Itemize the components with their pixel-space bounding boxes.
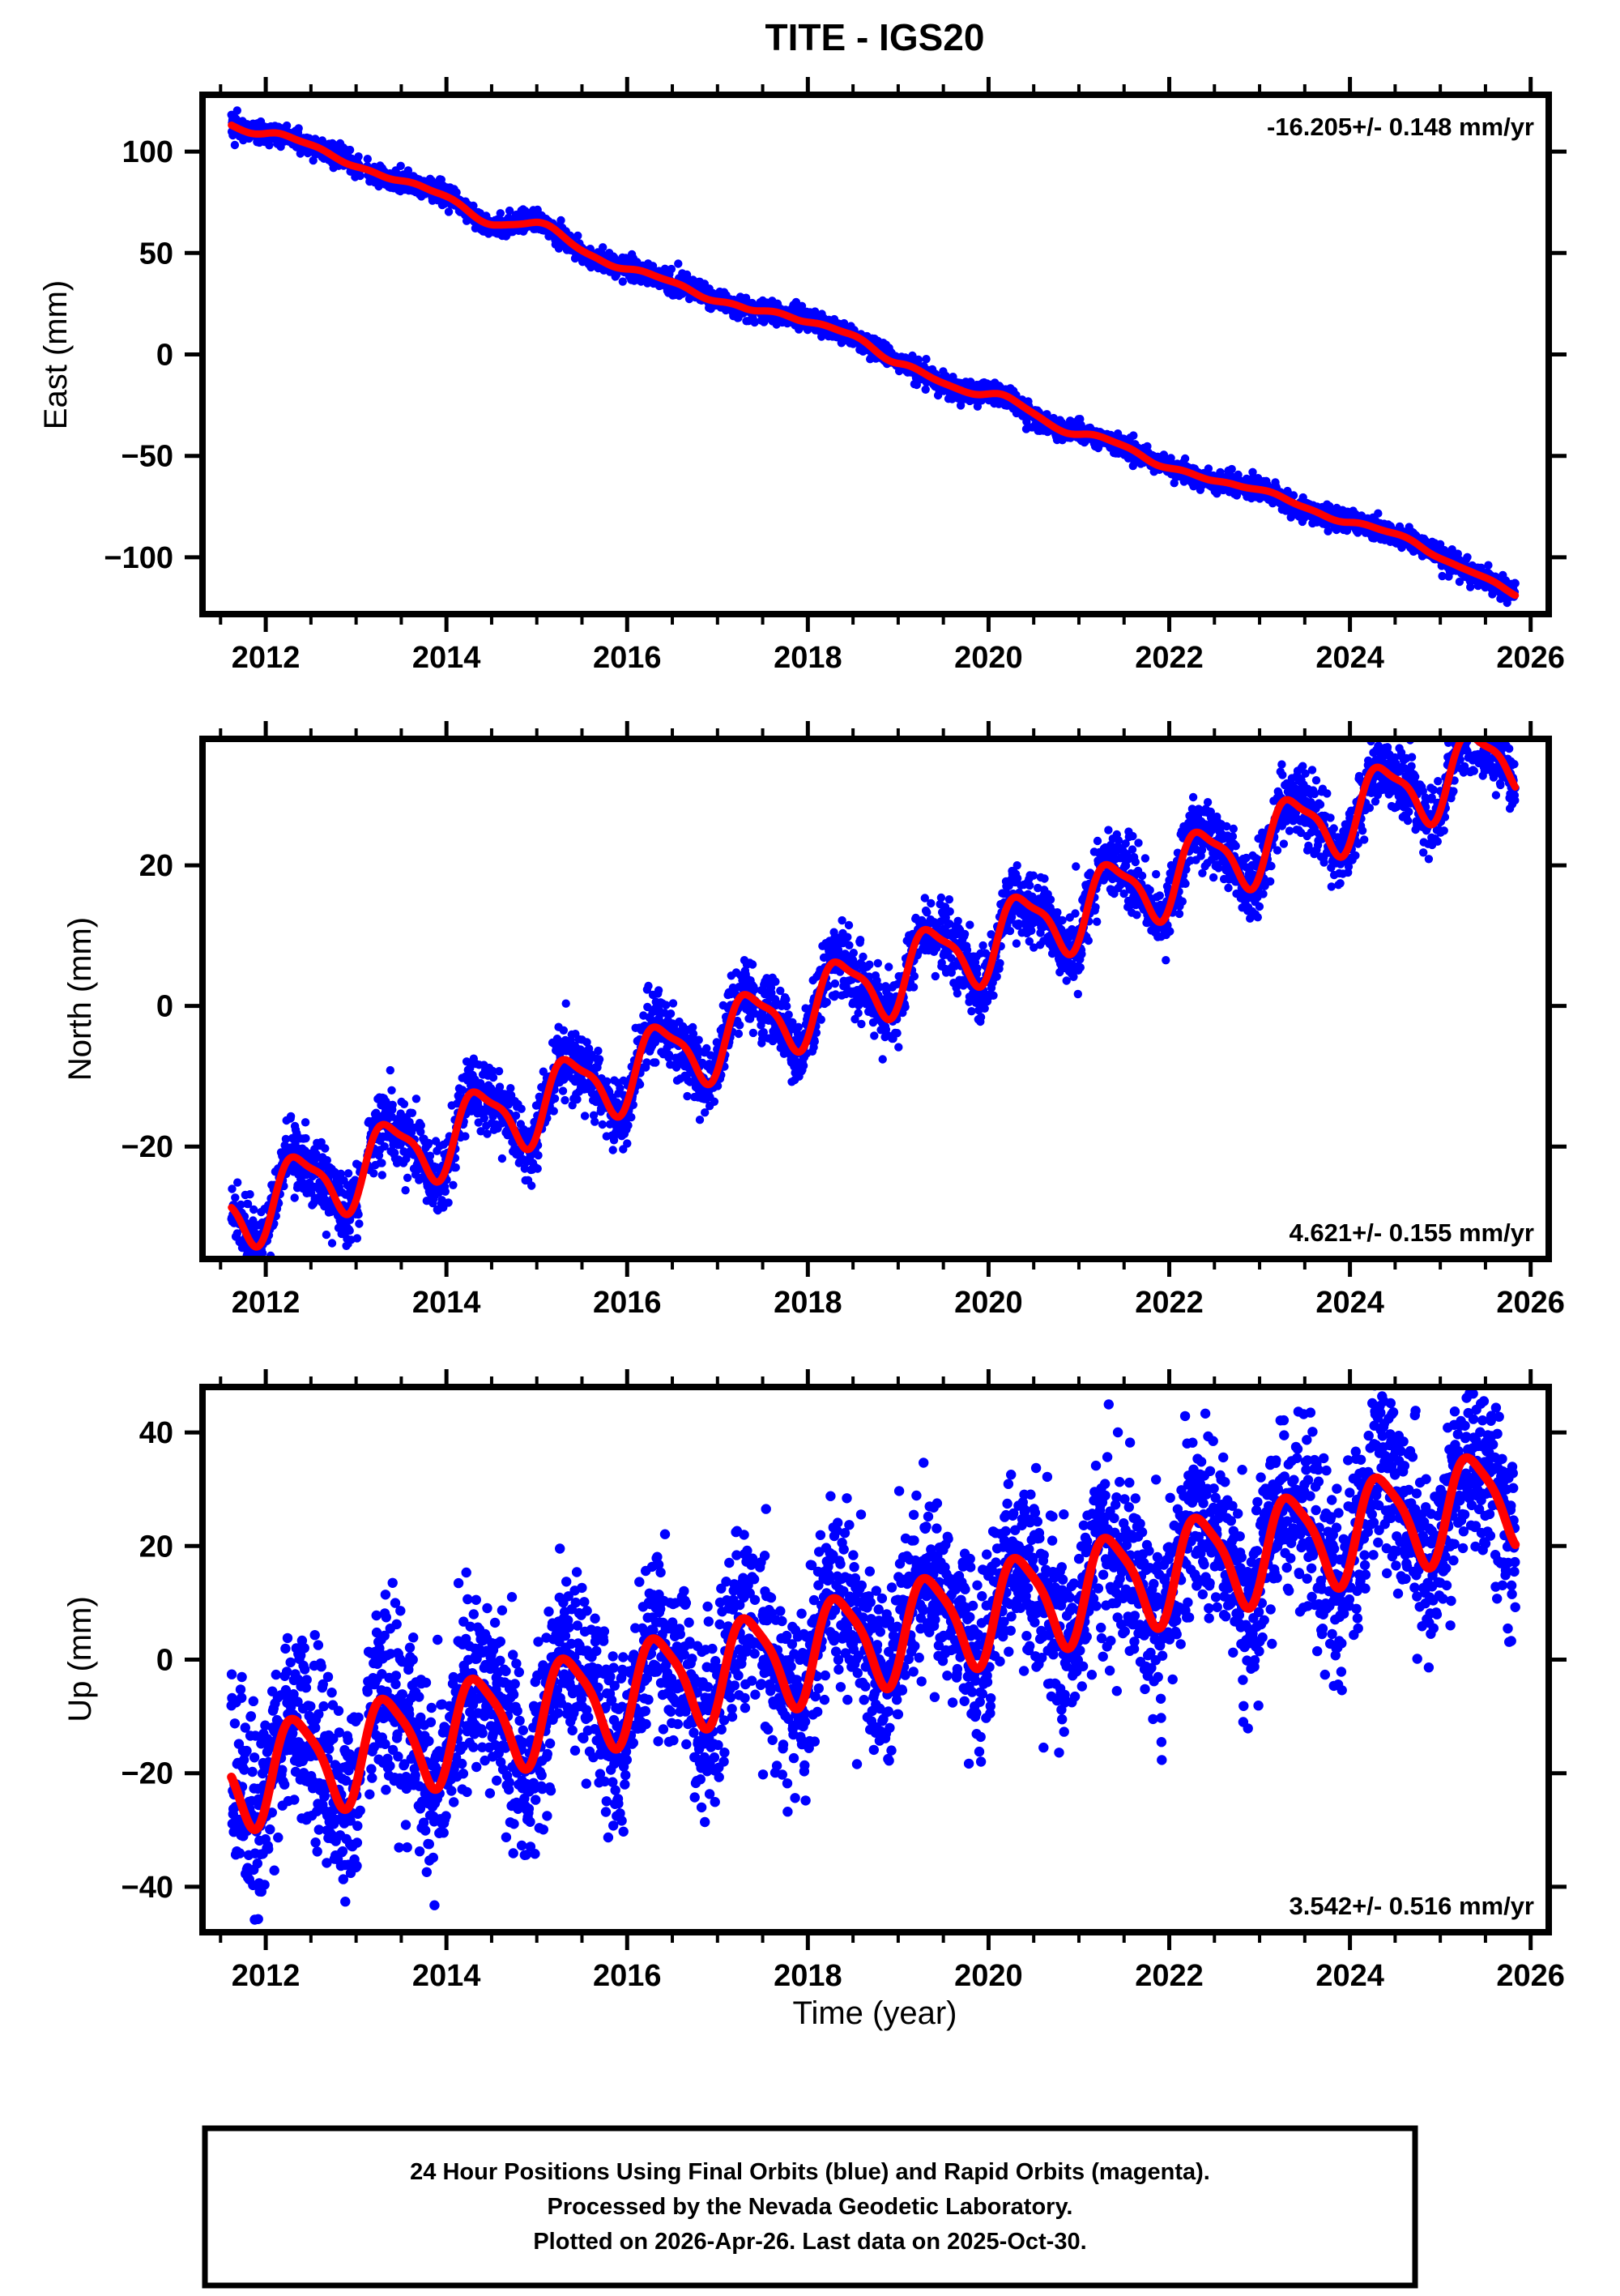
fit-line-up (227, 1453, 1520, 1834)
y-axis-label-east: East (mm) (38, 280, 74, 429)
x-tick-label: 2020 (954, 1959, 1023, 1993)
x-tick-label: 2012 (232, 1286, 301, 1320)
scatter-points-east (227, 106, 1520, 608)
y-tick-label: −50 (122, 440, 173, 474)
x-tick-label: 2026 (1496, 641, 1565, 675)
y-tick-label: 50 (139, 237, 173, 271)
fit-line-east (228, 122, 1520, 600)
y-tick-label: 100 (122, 135, 173, 169)
y-tick-label: −100 (104, 541, 173, 575)
x-axis-ticks-north (219, 721, 1533, 1277)
rate-annotation-east: -16.205+/- 0.148 mm/yr (1267, 113, 1534, 141)
plot-frame-north (199, 736, 1552, 1262)
page-title: TITE - IGS20 (765, 16, 985, 58)
y-tick-label: −20 (122, 1757, 173, 1791)
x-tick-label: 2014 (412, 641, 481, 675)
rate-annotation-north: 4.621+/- 0.155 mm/yr (1290, 1218, 1534, 1247)
x-tick-labels-up: 2012 2014 2016 2018 2020 2022 2024 2026 (232, 1959, 1565, 1993)
y-tick-label: −40 (122, 1871, 173, 1905)
y-tick-label: −20 (122, 1130, 173, 1164)
y-tick-label: 0 (156, 1644, 173, 1678)
x-tick-label: 2018 (774, 1286, 842, 1320)
y-tick-label: 0 (156, 990, 173, 1024)
y-axis-ticks-up: −40 −20 0 20 40 (122, 1416, 1567, 1905)
x-tick-label: 2016 (593, 1286, 662, 1320)
x-tick-label: 2022 (1135, 1959, 1204, 1993)
fit-line-north (228, 739, 1520, 1251)
chart-panel-east: 2012 2014 2016 2018 2020 2022 2024 2026 −100 −50 0… (38, 77, 1567, 675)
y-tick-label: 40 (139, 1416, 173, 1450)
x-tick-label: 2024 (1315, 641, 1384, 675)
footer-box-frame (202, 2125, 1418, 2289)
y-axis-ticks-east: −100 −50 0 50 100 (104, 135, 1567, 575)
chart-panel-up: 2012 2014 2016 2018 2020 2022 2024 2026 −40 −20 0 2… (62, 1369, 1567, 1993)
panel-group: 2012 2014 2016 2018 2020 2022 2024 2026−100−500… (38, 77, 1567, 1993)
x-tick-label: 2018 (774, 641, 842, 675)
footer-line-3: Plotted on 2026-Apr-26. Last data on 202… (533, 2229, 1086, 2255)
x-tick-label: 2018 (774, 1959, 842, 1993)
x-tick-label: 2016 (593, 1959, 662, 1993)
x-tick-label: 2020 (954, 1286, 1023, 1320)
x-tick-labels-north: 2012 2014 2016 2018 2020 2022 2024 2026 (232, 1286, 1565, 1320)
x-tick-label: 2012 (232, 1959, 301, 1993)
y-tick-label: 20 (139, 1530, 173, 1564)
footer-annotation-box: 24 Hour Positions Using Final Orbits (bl… (202, 2125, 1418, 2289)
x-axis-label: Time (year) (793, 1995, 957, 2031)
x-tick-label: 2012 (232, 641, 301, 675)
y-tick-label: 0 (156, 339, 173, 373)
rate-annotation-up: 3.542+/- 0.516 mm/yr (1290, 1892, 1534, 1920)
x-tick-label: 2026 (1496, 1286, 1565, 1320)
chart-panel-north: 2012 2014 2016 2018 2020 2022 2024 2026 −20 0 20 No… (62, 721, 1567, 1320)
x-tick-label: 2016 (593, 641, 662, 675)
y-tick-label: 20 (139, 849, 173, 883)
x-tick-label: 2014 (412, 1959, 481, 1993)
y-axis-label-north: North (mm) (62, 917, 98, 1081)
x-tick-label: 2026 (1496, 1959, 1565, 1993)
x-tick-label: 2014 (412, 1286, 481, 1320)
x-axis-ticks-up (219, 1369, 1533, 1950)
footer-line-1: 24 Hour Positions Using Final Orbits (bl… (410, 2159, 1210, 2185)
x-tick-label: 2024 (1315, 1959, 1384, 1993)
x-tick-label: 2022 (1135, 641, 1204, 675)
x-tick-label: 2020 (954, 641, 1023, 675)
x-tick-label: 2022 (1135, 1286, 1204, 1320)
y-axis-ticks-north: −20 0 20 (122, 849, 1567, 1164)
x-axis-ticks-east (219, 77, 1533, 632)
y-axis-label-up: Up (mm) (62, 1596, 98, 1722)
x-tick-label: 2024 (1315, 1286, 1384, 1320)
x-tick-labels-east: 2012 2014 2016 2018 2020 2022 2024 2026 (232, 641, 1565, 675)
footer-line-2: Processed by the Nevada Geodetic Laborat… (548, 2194, 1073, 2220)
